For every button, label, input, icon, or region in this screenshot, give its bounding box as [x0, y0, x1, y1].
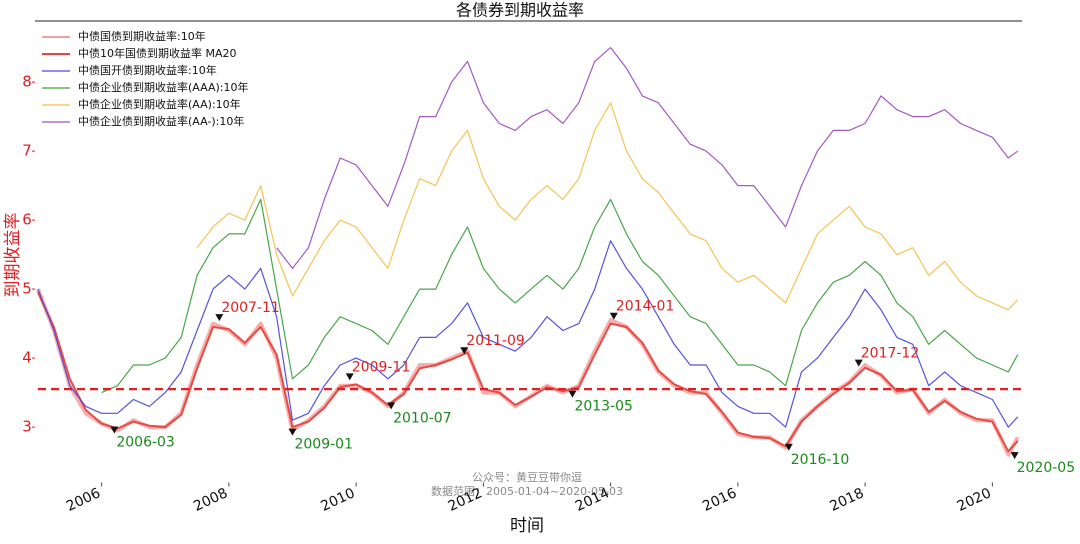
annotation-label: 2016-10: [791, 452, 850, 468]
x-tick-label: 2008: [191, 485, 230, 515]
y-tick-label: 7: [22, 142, 32, 160]
y-tick-label: 4: [22, 349, 32, 367]
x-tick-label: 2016: [700, 485, 739, 515]
annotation-label: 2011-09: [466, 333, 525, 349]
annotation-marker: [387, 402, 396, 410]
y-tick-label: 3: [22, 418, 32, 436]
annotation-marker: [568, 390, 577, 398]
legend-label: 中债国开债到期收益率:10年: [78, 63, 217, 77]
annotation-marker: [609, 312, 618, 320]
annotation-label: 2007-11: [221, 300, 279, 316]
y-tick-label: 8: [22, 73, 32, 91]
annotation-marker: [784, 443, 793, 451]
series-line: [276, 47, 1019, 269]
annotation-marker: [1010, 452, 1019, 460]
y-axis-label: 到期收益率: [3, 213, 23, 298]
legend-label: 中债企业债到期收益率(AAA):10年: [78, 80, 248, 94]
chart-title: 各债券到期收益率: [456, 1, 584, 20]
annotation-label: 2014-01: [616, 299, 675, 315]
annotation-marker: [110, 426, 119, 434]
x-tick-label: 2010: [318, 485, 357, 515]
series-line: [36, 288, 1020, 457]
x-axis-label: 时间: [510, 516, 544, 536]
x-tick-label: 2018: [827, 485, 866, 515]
annotation-label: 2010-07: [393, 410, 452, 426]
annotation-label: 2017-12: [861, 346, 920, 362]
annotation-marker: [345, 373, 354, 381]
annotation-marker: [288, 428, 297, 436]
series-line: [196, 102, 1019, 311]
annotation-label: 2013-05: [574, 399, 633, 415]
legend-label: 中债10年国债到期收益率 MA20: [78, 46, 237, 60]
series-line: [37, 292, 1019, 453]
x-tick-label: 2006: [64, 485, 103, 515]
series-line: [37, 240, 1019, 428]
annotation-label: 2009-11: [352, 359, 411, 375]
annotation-marker: [215, 314, 224, 322]
legend-label: 中债企业债到期收益率(AA):10年: [78, 97, 241, 111]
annotation-marker: [854, 359, 863, 367]
annotation-label: 2009-01: [294, 437, 353, 453]
annotation-label: 2006-03: [116, 435, 175, 451]
annotation-label: 2020-05: [1017, 460, 1075, 476]
series-line: [101, 198, 1019, 394]
x-tick-label: 2020: [955, 485, 994, 515]
y-tick-label: 6: [22, 211, 32, 229]
legend-label: 中债企业债到期收益率(AA-):10年: [78, 114, 244, 128]
watermark: 数据范围：2005-01-04~2020-05-03: [431, 484, 623, 498]
watermark: 公众号：黄豆豆带你逗: [472, 470, 582, 484]
legend-label: 中债国债到期收益率:10年: [78, 29, 206, 43]
annotation-marker: [460, 347, 469, 355]
y-tick-label: 5: [22, 280, 32, 298]
